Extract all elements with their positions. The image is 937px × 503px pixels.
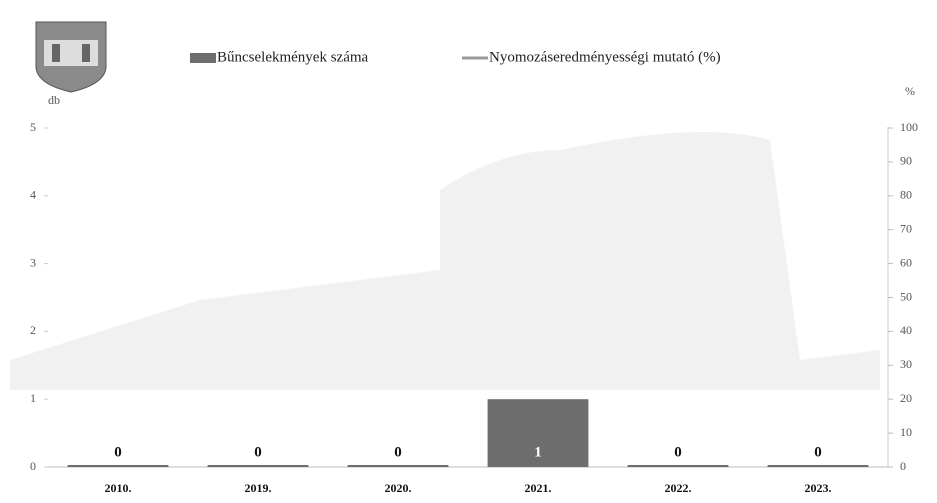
logo <box>36 22 106 92</box>
data-label: 0 <box>674 444 682 460</box>
x-tick-label: 2022. <box>665 481 692 495</box>
y2-tick-label: 60 <box>900 255 912 269</box>
y2-axis-title: % <box>905 84 915 98</box>
legend-label: Nyomozáseredményességi mutató (%) <box>489 49 721 65</box>
y2-tick-label: 90 <box>900 154 912 168</box>
bar <box>208 465 309 467</box>
y-tick-label: 3 <box>30 255 36 269</box>
bar <box>348 465 449 467</box>
y-tick-label: 0 <box>30 459 36 473</box>
y2-tick-label: 30 <box>900 357 912 371</box>
data-label: 0 <box>814 444 822 460</box>
y2-tick-label: 70 <box>900 221 912 235</box>
bar <box>768 465 869 467</box>
data-label: 0 <box>114 444 122 460</box>
x-tick-label: 2021. <box>525 481 552 495</box>
y-tick-label: 2 <box>30 323 36 337</box>
bar <box>68 465 169 467</box>
x-tick-label: 2020. <box>385 481 412 495</box>
chart: db % 01234501020304050607080901002010.20… <box>0 0 937 503</box>
x-tick-label: 2019. <box>245 481 272 495</box>
data-label: 1 <box>534 444 542 460</box>
y-tick-label: 4 <box>30 188 36 202</box>
background-building <box>10 132 880 390</box>
y2-tick-label: 100 <box>900 120 918 134</box>
x-tick-label: 2023. <box>805 481 832 495</box>
legend-label: Bűncselekmények száma <box>217 49 369 65</box>
y2-tick-label: 50 <box>900 289 912 303</box>
y-tick-label: 1 <box>30 391 36 405</box>
y2-tick-label: 80 <box>900 188 912 202</box>
y2-tick-label: 40 <box>900 323 912 337</box>
bar <box>628 465 729 467</box>
legend-swatch <box>190 53 216 63</box>
data-label: 0 <box>254 444 262 460</box>
x-tick-label: 2010. <box>105 481 132 495</box>
y2-tick-label: 20 <box>900 391 912 405</box>
y2-tick-label: 10 <box>900 425 912 439</box>
data-label: 0 <box>394 444 402 460</box>
y-axis-title: db <box>48 93 60 107</box>
y-tick-label: 5 <box>30 120 36 134</box>
y2-tick-label: 0 <box>900 459 906 473</box>
page: db % 01234501020304050607080901002010.20… <box>0 0 937 503</box>
